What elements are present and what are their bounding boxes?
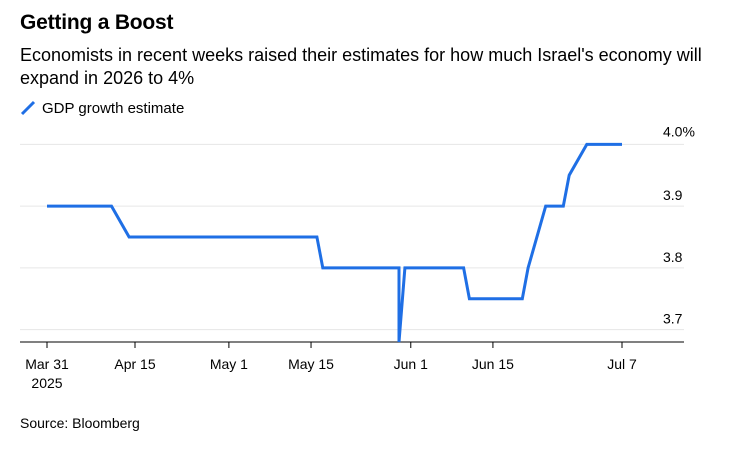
x-tick-label: May 1: [210, 356, 248, 372]
legend-label: GDP growth estimate: [42, 99, 185, 117]
gridlines: [20, 143, 684, 331]
x-tick-label: Jul 7: [607, 356, 637, 372]
legend-line-icon: [20, 100, 36, 116]
x-tick-label: Mar 31: [25, 356, 69, 372]
y-tick-label: 3.8: [663, 249, 683, 265]
source-note: Source: Bloomberg: [20, 415, 140, 431]
y-tick-label: 3.7: [663, 311, 683, 327]
x-tick-label: Jun 1: [394, 356, 428, 372]
x-tick-label: May 15: [288, 356, 334, 372]
series-group: [47, 142, 622, 343]
x-tick-label: Jun 15: [472, 356, 514, 372]
x-tick-label: Apr 15: [114, 356, 155, 372]
series-line-gdp-growth-estimate: [47, 142, 622, 343]
chart-title: Getting a Boost: [20, 11, 174, 34]
y-tick-label: 4.0%: [663, 123, 695, 139]
x-axis-labels: Mar 31 2025 Apr 15 May 1 May 15 Jun 1 Jun 15 Ju…: [25, 356, 637, 391]
y-axis-labels: 4.0% 3.9 3.8 3.7: [663, 123, 695, 326]
y-tick-label: 3.9: [663, 187, 683, 203]
legend: GDP growth estimate: [20, 98, 184, 118]
chart-subtitle: Economists in recent weeks raised their …: [20, 45, 702, 88]
x-axis-ticks: [46, 342, 623, 348]
x-tick-year-label: 2025: [31, 375, 62, 391]
